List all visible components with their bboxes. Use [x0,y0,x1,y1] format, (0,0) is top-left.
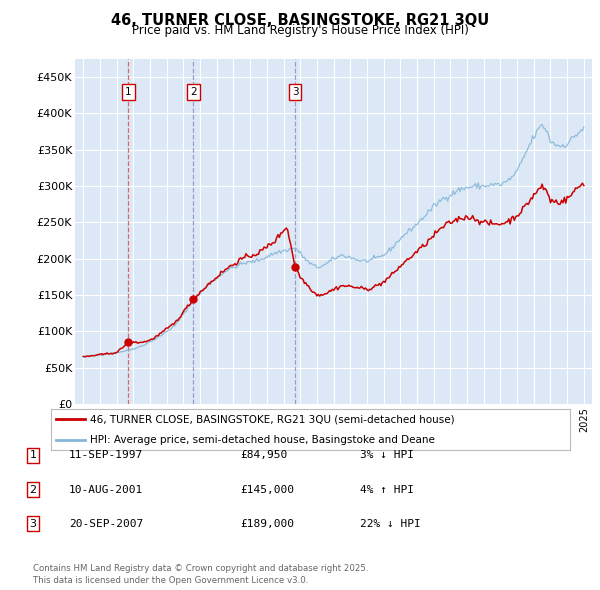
Text: 11-SEP-1997: 11-SEP-1997 [69,451,143,460]
Text: 3% ↓ HPI: 3% ↓ HPI [360,451,414,460]
Text: 1: 1 [29,451,37,460]
Text: 2: 2 [190,87,197,97]
Text: HPI: Average price, semi-detached house, Basingstoke and Deane: HPI: Average price, semi-detached house,… [90,435,435,444]
Text: 3: 3 [29,519,37,529]
Text: £84,950: £84,950 [240,451,287,460]
Text: 2: 2 [29,485,37,494]
Text: 46, TURNER CLOSE, BASINGSTOKE, RG21 3QU (semi-detached house): 46, TURNER CLOSE, BASINGSTOKE, RG21 3QU … [90,415,455,424]
Text: Price paid vs. HM Land Registry's House Price Index (HPI): Price paid vs. HM Land Registry's House … [131,24,469,37]
Text: 4% ↑ HPI: 4% ↑ HPI [360,485,414,494]
Text: 20-SEP-2007: 20-SEP-2007 [69,519,143,529]
Text: 10-AUG-2001: 10-AUG-2001 [69,485,143,494]
Text: Contains HM Land Registry data © Crown copyright and database right 2025.
This d: Contains HM Land Registry data © Crown c… [33,565,368,585]
Text: £189,000: £189,000 [240,519,294,529]
Text: 1: 1 [125,87,132,97]
Text: 3: 3 [292,87,299,97]
Text: £145,000: £145,000 [240,485,294,494]
Text: 46, TURNER CLOSE, BASINGSTOKE, RG21 3QU: 46, TURNER CLOSE, BASINGSTOKE, RG21 3QU [111,13,489,28]
Text: 22% ↓ HPI: 22% ↓ HPI [360,519,421,529]
